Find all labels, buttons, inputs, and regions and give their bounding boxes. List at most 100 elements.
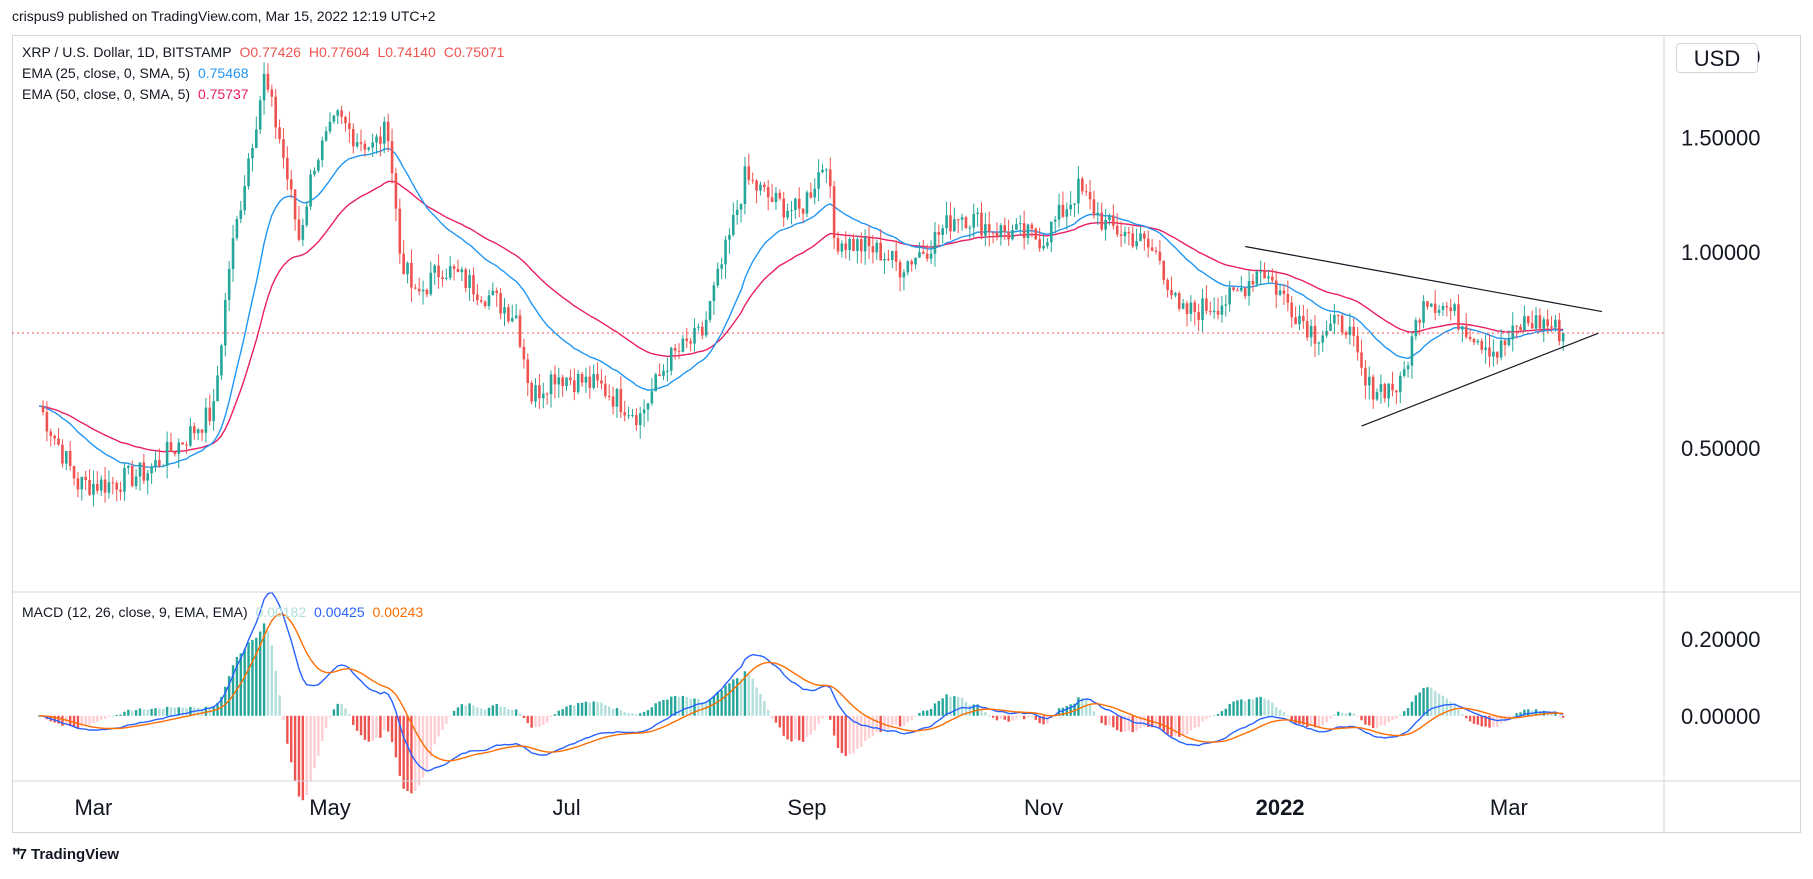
candle-body — [735, 209, 739, 216]
macd-histogram-bar — [766, 710, 770, 716]
macd-histogram-bar — [1356, 715, 1359, 717]
candle-body — [258, 100, 262, 130]
macd-histogram-bar — [627, 712, 630, 716]
macd-histogram-bar — [429, 715, 433, 757]
macd-histogram-bar — [173, 707, 177, 716]
macd-histogram-bar — [181, 707, 184, 716]
macd-histogram-bar — [1189, 715, 1193, 731]
macd-histogram-bar — [584, 701, 588, 716]
currency-button[interactable]: USD — [1676, 43, 1758, 73]
macd-histogram-bar — [119, 714, 122, 716]
candle-body — [355, 142, 359, 147]
candle-body — [1185, 303, 1189, 315]
macd-histogram-bar — [127, 709, 130, 716]
candle-body — [1495, 351, 1499, 358]
candle-body — [165, 441, 169, 466]
macd-histogram-bar — [825, 715, 828, 717]
macd-histogram-bar — [732, 679, 735, 716]
macd-histogram-bar — [227, 676, 231, 716]
candle-body — [390, 141, 394, 174]
candle-body — [107, 482, 111, 493]
macd-histogram-bar — [1492, 715, 1495, 727]
macd-histogram-bar — [282, 715, 285, 720]
candle-body — [1329, 323, 1332, 331]
macd-histogram-bar — [557, 710, 560, 716]
macd-histogram-bar — [468, 703, 471, 716]
candle-body — [534, 385, 537, 402]
candle-body — [1433, 303, 1437, 313]
candle-body — [1526, 316, 1530, 324]
candle-body — [604, 383, 607, 396]
candle-body — [1197, 311, 1200, 321]
macd-histogram-bar — [235, 656, 239, 716]
candle-body — [1360, 352, 1363, 368]
high-value: H0.77604 — [308, 44, 370, 60]
candle-body — [925, 253, 929, 259]
macd-histogram-bar — [774, 715, 778, 723]
candle-body — [173, 451, 177, 454]
candle-body — [286, 157, 289, 180]
candle-body — [134, 476, 138, 487]
candle-body — [538, 385, 541, 399]
symbol-label: XRP / U.S. Dollar, 1D, BITSTAMP — [22, 44, 232, 60]
macd-histogram-bar — [293, 715, 297, 782]
candle-body — [433, 265, 436, 273]
macd-histogram-bar — [817, 715, 820, 724]
macd-histogram-bar — [305, 715, 308, 796]
candle-body — [359, 142, 363, 144]
candle-body — [406, 262, 409, 275]
candle-body — [770, 197, 774, 203]
macd-histogram-bar — [445, 715, 448, 724]
macd-histogram-bar — [1003, 715, 1006, 720]
candle-body — [1181, 303, 1185, 309]
macd-value: 0.00425 — [314, 604, 365, 620]
macd-histogram-bar — [251, 639, 254, 716]
macd-histogram-bar — [76, 715, 80, 728]
macd-histogram-bar — [1271, 702, 1274, 716]
candle-body — [111, 482, 115, 484]
candle-body — [487, 295, 491, 307]
candle-body — [898, 261, 902, 278]
candle-body — [859, 239, 863, 252]
candle-body — [596, 374, 599, 381]
candle-body — [363, 143, 367, 150]
macd-histogram-bar — [1158, 715, 1162, 728]
macd-histogram-bar — [596, 701, 599, 716]
candle-body — [103, 479, 107, 493]
macd-histogram-bar — [1162, 715, 1165, 732]
macd-histogram-bar — [538, 715, 541, 728]
candle-body — [476, 294, 479, 301]
candle-body — [929, 253, 933, 259]
time-tick-label: Jul — [552, 795, 580, 820]
candle-body — [1150, 247, 1154, 251]
macd-histogram-bar — [1243, 700, 1247, 716]
candle-body — [545, 393, 549, 395]
macd-histogram-bar — [200, 708, 204, 716]
macd-histogram-bar — [220, 696, 223, 716]
candle-body — [1414, 320, 1418, 337]
footer-brand[interactable]: ꟸ7 TradingView — [12, 845, 119, 864]
macd-histogram-bar — [898, 715, 902, 727]
candle-body — [1007, 231, 1010, 240]
macd-histogram-bar — [150, 708, 153, 716]
candle-body — [1243, 287, 1247, 297]
candle-body — [328, 121, 332, 132]
candle-body — [751, 179, 754, 181]
candle-body — [445, 277, 448, 279]
macd-histogram-bar — [1139, 715, 1142, 729]
candle-body — [146, 473, 150, 481]
candle-body — [813, 188, 817, 198]
candle-body — [627, 415, 630, 417]
macd-histogram-bar — [770, 715, 774, 719]
macd-histogram-bar — [363, 715, 367, 740]
macd-histogram-bar — [1313, 715, 1317, 728]
macd-histogram-bar — [1317, 715, 1321, 728]
candle-body — [185, 444, 188, 446]
macd-histogram-bar — [724, 685, 727, 716]
candle-body — [1542, 319, 1546, 329]
candle-body — [1519, 326, 1522, 331]
macd-histogram-bar — [402, 715, 405, 789]
macd-histogram-bar — [1515, 713, 1518, 716]
macd-histogram-bar — [1457, 709, 1460, 716]
